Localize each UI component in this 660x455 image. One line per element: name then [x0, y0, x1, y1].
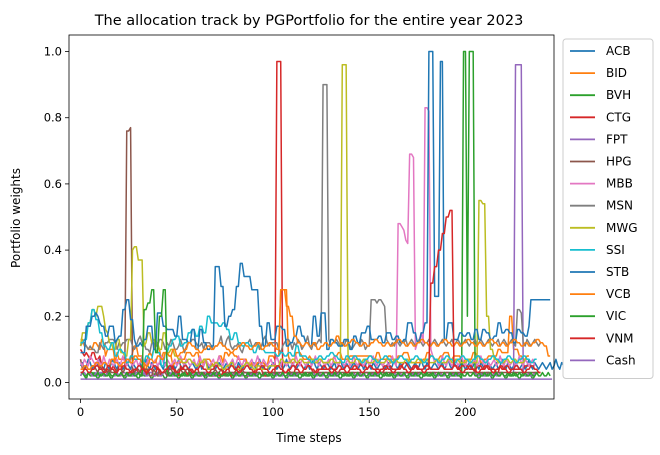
legend-label-fpt: FPT [606, 132, 628, 146]
legend-label-cash: Cash [606, 353, 636, 367]
legend-label-bid: BID [606, 66, 627, 80]
y-tick-label: 0.2 [44, 309, 62, 323]
x-axis-label: Time steps [275, 431, 341, 445]
series-line-vic [80, 289, 551, 377]
y-tick-label: 0.6 [44, 177, 62, 191]
legend-label-vic: VIC [606, 309, 626, 323]
legend-label-mbb: MBB [606, 177, 633, 191]
series-line-vnm [80, 209, 541, 374]
series-line-mwg [79, 64, 528, 370]
plot-area [79, 50, 569, 380]
legend-label-vnm: VNM [606, 331, 634, 345]
x-tick-label: 150 [358, 405, 380, 419]
series-line-vcb [80, 289, 551, 370]
legend-label-ssi: SSI [606, 243, 625, 257]
legend-label-ctg: CTG [606, 110, 631, 124]
legend-label-mwg: MWG [606, 221, 638, 235]
series-line-ssi [80, 308, 537, 367]
y-tick-label: 0.8 [44, 111, 62, 125]
x-tick-label: 0 [77, 405, 84, 419]
legend-label-vcb: VCB [606, 287, 631, 301]
legend-label-acb: ACB [606, 44, 631, 58]
legend-label-msn: MSN [606, 199, 633, 213]
y-tick-label: 1.0 [44, 45, 62, 59]
y-axis-label: Portfolio weights [9, 168, 23, 268]
x-tick-label: 200 [454, 405, 476, 419]
legend-label-hpg: HPG [606, 155, 632, 169]
y-tick-label: 0.0 [44, 375, 62, 389]
plot-frame [68, 34, 555, 400]
series-line-bvh [79, 50, 538, 380]
x-axis: 0 50 100 150 200 [77, 399, 476, 419]
legend-label-bvh: BVH [606, 88, 631, 102]
chart-title: The allocation track by PGPortfolio for … [94, 13, 524, 29]
y-tick-label: 0.4 [44, 243, 62, 257]
legend: ACB BID BVH CTG FPT HPG MBB MSN MWG SSI STB VCB VIC V… [562, 38, 654, 379]
series-line-stb [80, 50, 551, 354]
x-tick-label: 50 [169, 405, 184, 419]
y-axis: 0.0 0.2 0.4 0.6 0.8 1.0 [44, 45, 69, 389]
x-tick-label: 100 [262, 405, 284, 419]
legend-label-stb: STB [606, 265, 629, 279]
